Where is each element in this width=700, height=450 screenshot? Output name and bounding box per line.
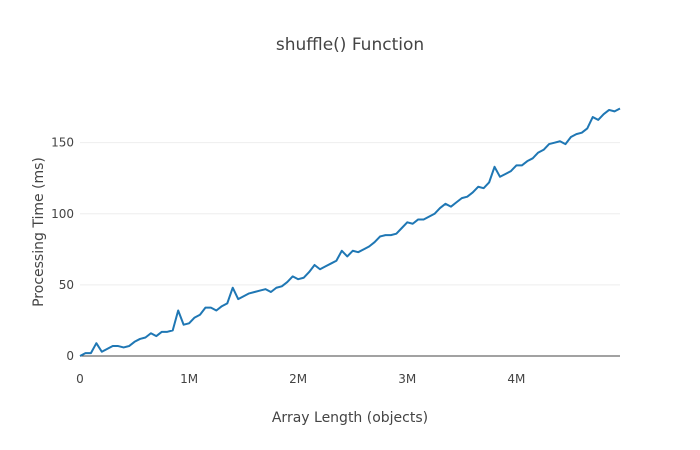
gridlines [80,142,620,357]
chart-title: shuffle() Function [276,35,424,55]
y-tick-label: 150 [51,136,74,150]
axis-ticks: 0 50 100 150 0 1M 2M 3M 4M [51,136,525,386]
y-tick-label: 100 [51,207,74,221]
y-tick-label: 50 [59,278,74,292]
x-tick-label: 1M [180,372,198,386]
y-axis-title: Processing Time (ms) [31,157,47,307]
x-tick-label: 0 [76,372,84,386]
x-tick-label: 3M [398,372,416,386]
y-tick-label: 0 [66,349,74,363]
x-tick-label: 4M [507,372,525,386]
series-layer [79,107,621,357]
x-axis-title: Array Length (objects) [272,410,428,426]
series-line [79,107,621,357]
x-tick-label: 2M [289,372,307,386]
